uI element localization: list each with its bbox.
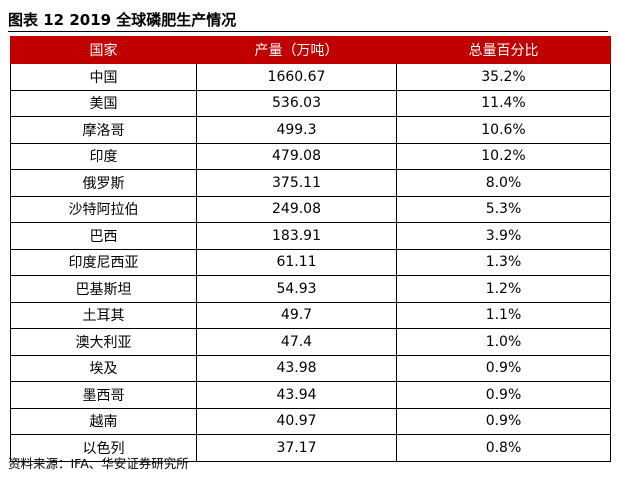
country-cell: 墨西哥 — [10, 381, 197, 409]
country-cell: 摩洛哥 — [10, 116, 197, 144]
production-cell: 479.08 — [196, 142, 397, 170]
table-row: 土耳其 49.7 1.1% — [10, 301, 611, 329]
share-cell: 0.9% — [396, 407, 611, 435]
share-cell: 1.3% — [396, 248, 611, 276]
share-cell: 10.6% — [396, 116, 611, 144]
country-cell: 土耳其 — [10, 301, 197, 329]
source-note: 资料来源：IFA、华安证券研究所 — [8, 456, 189, 471]
production-cell: 37.17 — [196, 434, 397, 462]
table-row: 摩洛哥 499.3 10.6% — [10, 116, 611, 144]
table-row: 美国 536.03 11.4% — [10, 89, 611, 117]
share-cell: 5.3% — [396, 195, 611, 223]
country-cell: 澳大利亚 — [10, 328, 197, 356]
share-cell: 1.0% — [396, 328, 611, 356]
share-cell: 1.1% — [396, 301, 611, 329]
table-row: 越南 40.97 0.9% — [10, 407, 611, 435]
production-cell: 47.4 — [196, 328, 397, 356]
country-cell: 埃及 — [10, 354, 197, 382]
header-production: 产量（万吨） — [196, 36, 397, 64]
table-row: 俄罗斯 375.11 8.0% — [10, 169, 611, 197]
production-cell: 49.7 — [196, 301, 397, 329]
table-row: 埃及 43.98 0.9% — [10, 354, 611, 382]
share-cell: 3.9% — [396, 222, 611, 250]
production-cell: 61.11 — [196, 248, 397, 276]
country-cell: 沙特阿拉伯 — [10, 195, 197, 223]
production-cell: 40.97 — [196, 407, 397, 435]
table-header-row: 国家 产量（万吨） 总量百分比 — [10, 36, 611, 64]
table-row: 巴西 183.91 3.9% — [10, 222, 611, 250]
country-cell: 印度 — [10, 142, 197, 170]
production-cell: 43.98 — [196, 354, 397, 382]
country-cell: 巴西 — [10, 222, 197, 250]
table-row: 澳大利亚 47.4 1.0% — [10, 328, 611, 356]
share-cell: 1.2% — [396, 275, 611, 303]
production-cell: 183.91 — [196, 222, 397, 250]
phosphate-production-table: 国家 产量（万吨） 总量百分比 中国 1660.67 35.2% 美国 536.03 11… — [10, 36, 611, 462]
table-row: 以色列 37.17 0.8% — [10, 434, 611, 462]
share-cell: 35.2% — [396, 63, 611, 91]
header-share: 总量百分比 — [396, 36, 611, 64]
figure-title: 图表 12 2019 全球磷肥生产情况 — [8, 8, 608, 32]
production-cell: 499.3 — [196, 116, 397, 144]
share-cell: 0.8% — [396, 434, 611, 462]
table-row: 巴基斯坦 54.93 1.2% — [10, 275, 611, 303]
share-cell: 10.2% — [396, 142, 611, 170]
table-row: 印度 479.08 10.2% — [10, 142, 611, 170]
production-cell: 1660.67 — [196, 63, 397, 91]
share-cell: 0.9% — [396, 354, 611, 382]
table-body: 中国 1660.67 35.2% 美国 536.03 11.4% 摩洛哥 499.3 10.6%… — [10, 63, 611, 462]
table-row: 沙特阿拉伯 249.08 5.3% — [10, 195, 611, 223]
share-cell: 11.4% — [396, 89, 611, 117]
table-row: 印度尼西亚 61.11 1.3% — [10, 248, 611, 276]
country-cell: 俄罗斯 — [10, 169, 197, 197]
production-cell: 54.93 — [196, 275, 397, 303]
production-cell: 375.11 — [196, 169, 397, 197]
share-cell: 0.9% — [396, 381, 611, 409]
share-cell: 8.0% — [396, 169, 611, 197]
table-row: 墨西哥 43.94 0.9% — [10, 381, 611, 409]
table-row: 中国 1660.67 35.2% — [10, 63, 611, 91]
country-cell: 中国 — [10, 63, 197, 91]
country-cell: 以色列 — [10, 434, 197, 462]
production-cell: 536.03 — [196, 89, 397, 117]
country-cell: 越南 — [10, 407, 197, 435]
country-cell: 巴基斯坦 — [10, 275, 197, 303]
country-cell: 印度尼西亚 — [10, 248, 197, 276]
country-cell: 美国 — [10, 89, 197, 117]
production-cell: 43.94 — [196, 381, 397, 409]
header-country: 国家 — [10, 36, 197, 64]
production-cell: 249.08 — [196, 195, 397, 223]
